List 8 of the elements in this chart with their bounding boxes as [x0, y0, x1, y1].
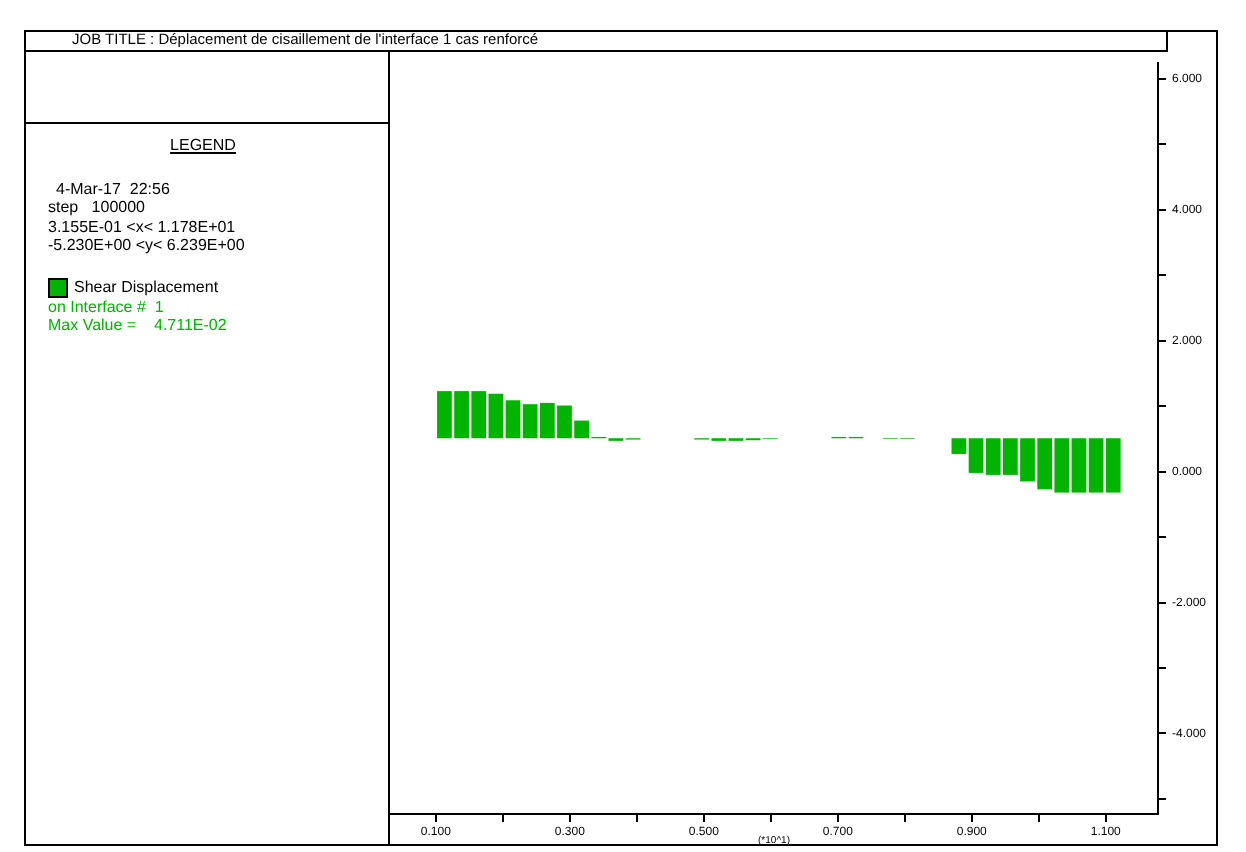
text: Max Value = 4.711E-02 [48, 316, 229, 335]
text: LEGEND [168, 136, 238, 155]
text: -5.230E+00 <y< 6.239E+00 [48, 236, 247, 255]
text: on Interface # 1 [48, 297, 166, 316]
text: 3.155E-01 <x< 1.178E+01 [48, 217, 238, 236]
text: step 100000 [48, 198, 147, 217]
legend-label: Shear Displacement [74, 277, 219, 296]
text: 4-Mar-17 22:56 [56, 179, 172, 198]
